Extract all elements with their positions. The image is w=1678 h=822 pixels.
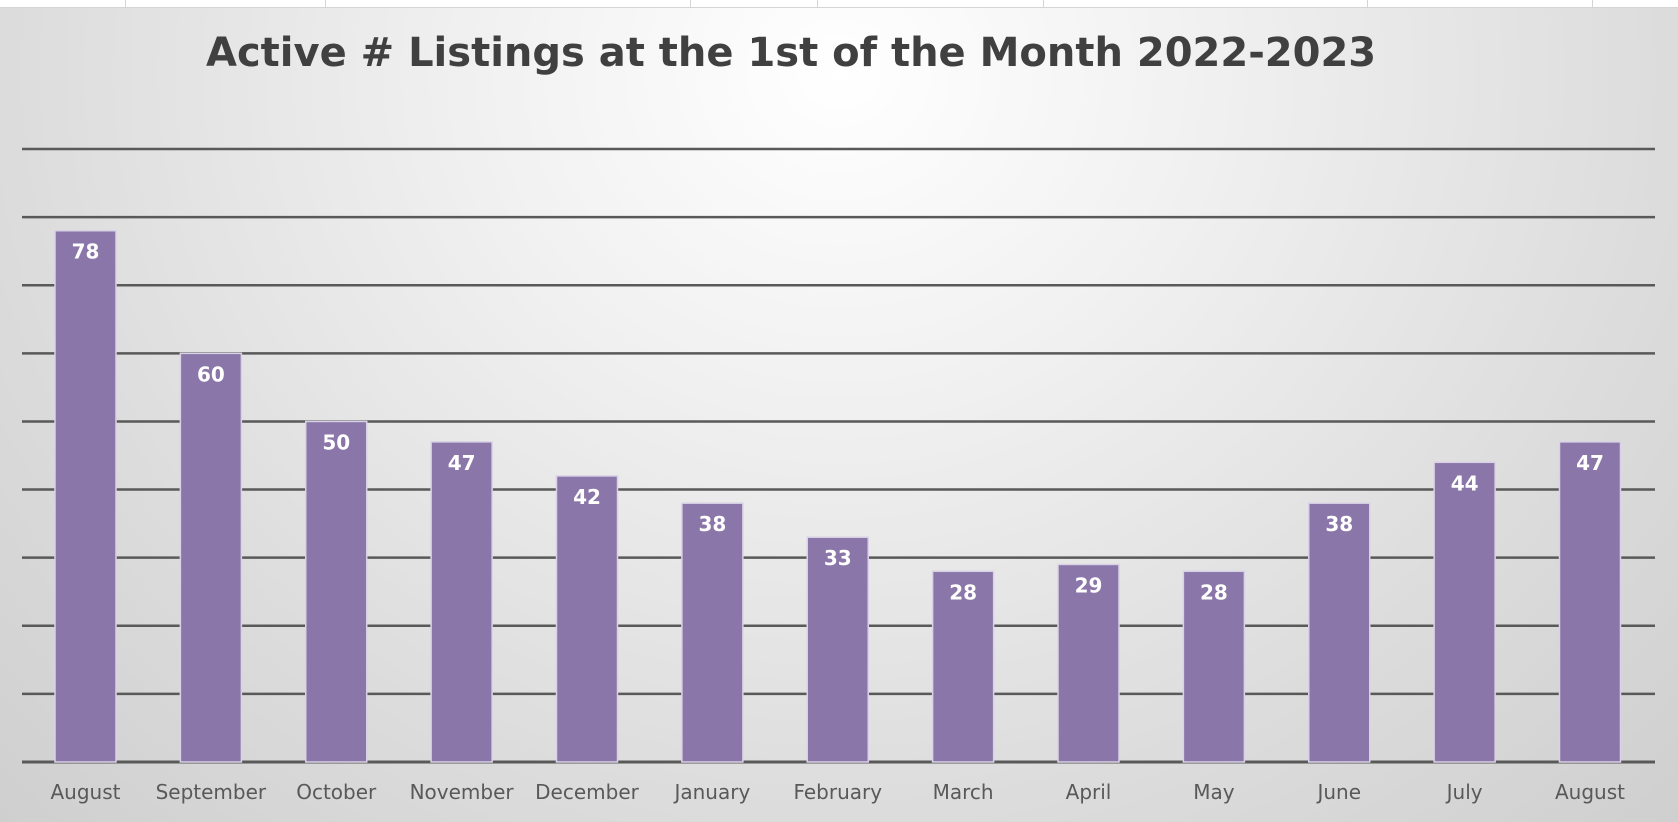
data-label: 33 (824, 546, 852, 570)
column-divider (125, 0, 126, 7)
data-label: 28 (1200, 580, 1228, 604)
data-label: 50 (322, 430, 350, 454)
x-tick-label: June (1315, 780, 1361, 804)
bar-january-5[interactable] (681, 502, 744, 763)
x-tick-label: July (1445, 780, 1483, 804)
bar-november-3[interactable] (430, 441, 493, 763)
bar-june-10[interactable] (1308, 502, 1371, 763)
x-tick-label: September (156, 780, 267, 804)
chart-title: Active # Listings at the 1st of the Mont… (206, 30, 1377, 76)
bar-march-7[interactable] (931, 570, 995, 763)
column-divider (325, 0, 326, 7)
data-label: 47 (1576, 451, 1604, 475)
column-divider (690, 0, 691, 7)
x-tick-label: April (1066, 780, 1112, 804)
column-divider (817, 0, 818, 7)
data-label: 47 (448, 451, 476, 475)
data-label: 28 (949, 580, 977, 604)
x-tick-label: August (51, 780, 121, 804)
data-label: 60 (197, 362, 225, 386)
data-label: 42 (573, 485, 601, 509)
spreadsheet-column-strip (0, 0, 1678, 8)
data-label: 44 (1451, 471, 1479, 495)
x-tick-label: January (672, 780, 750, 804)
bar-july-11[interactable] (1433, 461, 1496, 763)
bar-september-1[interactable] (179, 352, 243, 763)
data-label: 38 (698, 512, 726, 536)
chart-area[interactable]: Active # Listings at the 1st of the Mont… (0, 8, 1678, 822)
bar-chart: 78 August 60 September 50 October 47 November 42… (22, 147, 1655, 804)
column-divider (1043, 0, 1044, 7)
x-tick-label: May (1193, 780, 1235, 804)
column-divider (1367, 0, 1368, 7)
x-tick-label: December (535, 780, 639, 804)
bar-october-2[interactable] (305, 420, 368, 763)
bar-december-4[interactable] (555, 475, 619, 763)
x-tick-label: August (1555, 780, 1625, 804)
x-tick-label: November (410, 780, 515, 804)
data-label: 38 (1325, 512, 1353, 536)
bar-may-9[interactable] (1182, 570, 1246, 763)
x-tick-label: October (296, 780, 377, 804)
x-tick-label: March (933, 780, 994, 804)
data-label: 78 (72, 240, 100, 264)
bar-august-12[interactable] (1558, 441, 1622, 763)
data-label: 29 (1075, 573, 1103, 597)
column-divider (1592, 0, 1593, 7)
bar-august-0[interactable] (54, 229, 117, 763)
bar-april-8[interactable] (1057, 563, 1120, 763)
x-tick-label: February (793, 780, 882, 804)
bar-february-6[interactable] (806, 536, 869, 763)
